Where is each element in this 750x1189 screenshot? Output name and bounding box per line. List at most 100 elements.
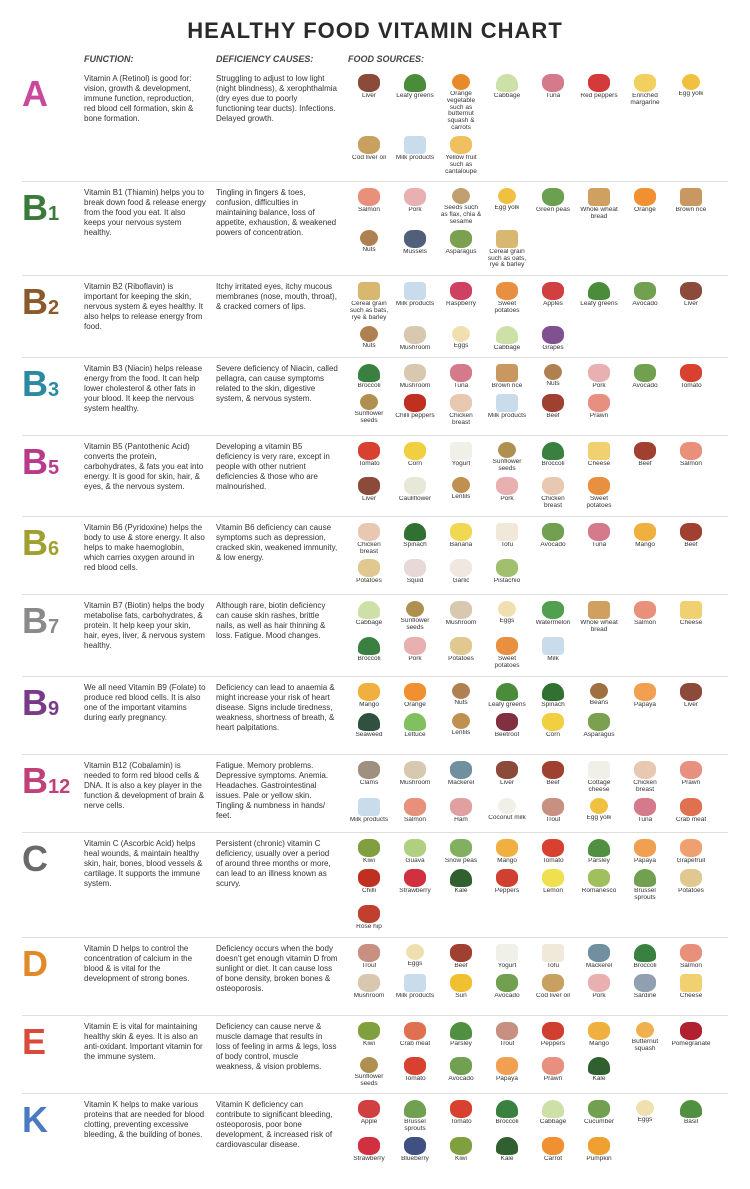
food-icon: [496, 230, 518, 248]
food-item: Chicken breast: [624, 761, 666, 794]
vitamin-row: KVitamin K helps to make various protein…: [22, 1093, 728, 1171]
food-item: Salmon: [394, 798, 436, 824]
food-label: Snow peas: [445, 858, 477, 865]
food-icon: [450, 637, 472, 655]
food-icon: [588, 477, 610, 495]
food-icon: [588, 74, 610, 92]
food-label: Broccoli: [357, 383, 380, 390]
food-icon: [404, 74, 426, 92]
food-item: Sweet potatoes: [578, 477, 620, 510]
food-sources: BroccoliMushroomTunaBrown riceNutsPorkAv…: [348, 364, 728, 431]
food-label: Green peas: [536, 207, 570, 214]
food-label: Pork: [500, 496, 513, 503]
food-icon: [682, 74, 700, 90]
food-item: Cabbage: [486, 74, 528, 132]
food-item: Tomato: [348, 442, 390, 473]
food-icon: [496, 74, 518, 92]
food-item: Trout: [532, 798, 574, 824]
food-icon: [542, 394, 564, 412]
food-label: Pork: [408, 207, 421, 214]
food-icon: [404, 761, 426, 779]
food-item: Tomato: [394, 1057, 436, 1088]
food-icon: [358, 683, 380, 701]
vitamin-letter: K: [22, 1100, 84, 1167]
food-sources: KiwiCrab meatParsleyTroutPeppersMangoBut…: [348, 1022, 728, 1089]
food-icon: [588, 523, 610, 541]
food-item: Kiwi: [348, 839, 390, 865]
food-item: Chicken breast: [348, 523, 390, 556]
food-icon: [358, 944, 380, 962]
food-icon: [588, 188, 610, 206]
food-label: Mango: [589, 1041, 609, 1048]
food-icon: [634, 523, 656, 541]
food-item: Crab meat: [394, 1022, 436, 1053]
food-icon: [452, 326, 470, 342]
food-label: Yogurt: [498, 963, 517, 970]
food-item: Yogurt: [440, 442, 482, 473]
food-item: Squid: [394, 559, 436, 585]
food-item: Cauliflower: [394, 477, 436, 510]
food-label: Yellow fruit such as cantaloupe: [440, 155, 482, 175]
food-icon: [358, 282, 380, 300]
food-item: Cereal grain such as oats, rye & barley: [486, 230, 528, 269]
food-icon: [450, 974, 472, 992]
food-icon: [634, 601, 656, 619]
food-icon: [450, 1057, 472, 1075]
food-label: Pork: [408, 656, 421, 663]
vitamin-letter: B9: [22, 683, 84, 750]
food-item: Milk products: [348, 798, 390, 824]
food-label: Egg yolk: [679, 91, 704, 98]
food-label: Orange: [404, 702, 426, 709]
food-item: Coconut milk: [486, 798, 528, 824]
food-item: Mackerel: [440, 761, 482, 794]
food-item: Tuna: [440, 364, 482, 390]
food-item: Mango: [578, 1022, 620, 1053]
food-label: Chicken breast: [440, 413, 482, 427]
food-label: Raspberry: [446, 301, 476, 308]
food-icon: [544, 364, 562, 380]
food-item: Eggs: [624, 1100, 666, 1133]
food-label: Crab meat: [400, 1041, 430, 1048]
food-item: Prawn: [670, 761, 712, 794]
food-label: Cottage cheese: [578, 780, 620, 794]
food-item: Beans: [578, 683, 620, 709]
food-icon: [404, 1022, 426, 1040]
food-icon: [590, 683, 608, 699]
food-icon: [542, 713, 564, 731]
food-item: Prawn: [578, 394, 620, 427]
food-icon: [496, 869, 518, 887]
food-icon: [496, 839, 518, 857]
food-icon: [358, 74, 380, 92]
food-icon: [498, 601, 516, 617]
food-item: Yogurt: [486, 944, 528, 970]
food-item: Beef: [532, 394, 574, 427]
food-label: Milk products: [488, 413, 526, 420]
food-icon: [588, 761, 610, 779]
food-item: Blueberry: [394, 1137, 436, 1163]
food-label: Carrot: [544, 1156, 562, 1163]
food-item: Trout: [486, 1022, 528, 1053]
food-icon: [450, 1022, 472, 1040]
food-item: Strawberry: [348, 1137, 390, 1163]
food-icon: [358, 839, 380, 857]
food-label: Apple: [361, 1119, 378, 1126]
food-icon: [404, 559, 426, 577]
food-item: Parsley: [578, 839, 620, 865]
food-icon: [450, 523, 472, 541]
food-label: Beef: [684, 542, 697, 549]
food-icon: [588, 282, 610, 300]
food-item: Egg yolk: [670, 74, 712, 132]
food-label: Beef: [638, 461, 651, 468]
food-icon: [404, 974, 426, 992]
food-item: Apple: [348, 1100, 390, 1133]
food-label: Avocado: [632, 383, 657, 390]
food-icon: [680, 282, 702, 300]
food-item: Brown rice: [486, 364, 528, 390]
food-label: Salmon: [358, 207, 380, 214]
food-item: Apples: [532, 282, 574, 321]
food-label: Brussel sprouts: [624, 888, 666, 902]
food-item: Whole wheat bread: [578, 188, 620, 225]
food-item: Beef: [670, 523, 712, 556]
food-item: Lettuce: [394, 713, 436, 739]
food-item: Lentils: [440, 713, 482, 739]
